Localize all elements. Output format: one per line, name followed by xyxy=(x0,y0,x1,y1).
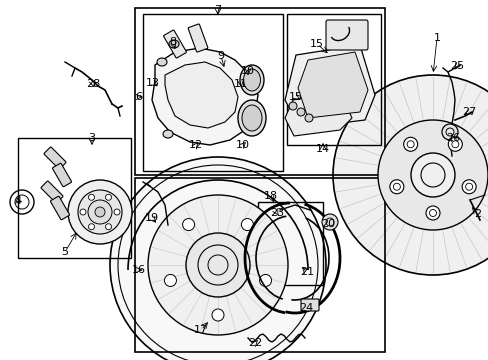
Text: 13: 13 xyxy=(146,78,160,88)
FancyBboxPatch shape xyxy=(52,163,71,187)
Circle shape xyxy=(114,209,120,215)
Polygon shape xyxy=(285,92,351,136)
FancyBboxPatch shape xyxy=(188,24,207,52)
Text: 27: 27 xyxy=(461,107,475,117)
Text: 19: 19 xyxy=(144,213,159,223)
Circle shape xyxy=(164,274,176,287)
FancyBboxPatch shape xyxy=(325,20,367,50)
Circle shape xyxy=(105,224,111,230)
Ellipse shape xyxy=(157,58,167,66)
Text: 17: 17 xyxy=(194,325,207,335)
Text: 22: 22 xyxy=(247,338,262,348)
Text: 5: 5 xyxy=(61,247,68,257)
FancyBboxPatch shape xyxy=(50,196,69,220)
Text: 21: 21 xyxy=(299,267,313,277)
Text: 20: 20 xyxy=(320,219,334,229)
Circle shape xyxy=(461,180,475,194)
Bar xyxy=(135,178,384,352)
Ellipse shape xyxy=(163,130,173,138)
Text: 8: 8 xyxy=(169,37,176,47)
Circle shape xyxy=(288,102,296,110)
Circle shape xyxy=(403,137,417,151)
FancyBboxPatch shape xyxy=(44,147,66,169)
Circle shape xyxy=(321,214,337,230)
Ellipse shape xyxy=(238,100,265,136)
Circle shape xyxy=(447,137,461,151)
Ellipse shape xyxy=(240,65,264,95)
Circle shape xyxy=(110,157,325,360)
Circle shape xyxy=(332,75,488,275)
Circle shape xyxy=(88,224,94,230)
Text: 10: 10 xyxy=(241,66,254,76)
Circle shape xyxy=(377,120,487,230)
Text: 25: 25 xyxy=(449,61,463,71)
Polygon shape xyxy=(297,52,367,118)
Circle shape xyxy=(185,233,249,297)
Text: 24: 24 xyxy=(298,303,312,313)
Circle shape xyxy=(105,194,111,200)
Circle shape xyxy=(389,180,403,194)
Circle shape xyxy=(80,209,86,215)
Circle shape xyxy=(410,153,454,197)
Text: 1: 1 xyxy=(433,33,440,43)
Bar xyxy=(258,202,323,285)
Polygon shape xyxy=(285,45,374,128)
Bar xyxy=(135,8,384,175)
Circle shape xyxy=(88,200,112,224)
Text: 28: 28 xyxy=(86,79,100,89)
Circle shape xyxy=(78,190,122,234)
Bar xyxy=(18,138,131,258)
Circle shape xyxy=(182,219,194,230)
Polygon shape xyxy=(164,62,238,128)
Text: 14: 14 xyxy=(315,144,329,154)
Text: 2: 2 xyxy=(473,209,481,219)
Circle shape xyxy=(425,206,439,220)
Text: 18: 18 xyxy=(264,191,278,201)
Text: 6: 6 xyxy=(135,92,142,102)
Text: 7: 7 xyxy=(214,5,221,15)
Text: 10: 10 xyxy=(236,140,249,150)
Text: 23: 23 xyxy=(269,208,284,218)
Ellipse shape xyxy=(243,69,260,91)
Ellipse shape xyxy=(242,105,262,131)
Circle shape xyxy=(88,194,94,200)
Text: 15: 15 xyxy=(309,39,324,49)
Bar xyxy=(286,14,380,145)
Circle shape xyxy=(296,108,305,116)
Bar xyxy=(142,14,283,171)
Circle shape xyxy=(68,180,132,244)
Circle shape xyxy=(212,309,224,321)
Ellipse shape xyxy=(169,40,179,48)
Text: 16: 16 xyxy=(132,265,146,275)
FancyBboxPatch shape xyxy=(163,30,186,58)
Polygon shape xyxy=(152,48,258,145)
Text: 3: 3 xyxy=(88,133,95,143)
Circle shape xyxy=(259,274,271,287)
Circle shape xyxy=(305,114,312,122)
Circle shape xyxy=(241,219,253,230)
Circle shape xyxy=(148,195,287,335)
FancyBboxPatch shape xyxy=(301,299,318,311)
Text: 9: 9 xyxy=(217,51,224,61)
Text: 4: 4 xyxy=(15,196,21,206)
Circle shape xyxy=(95,207,105,217)
Text: 12: 12 xyxy=(188,140,203,150)
Text: 15: 15 xyxy=(288,92,303,102)
FancyBboxPatch shape xyxy=(41,181,63,203)
Text: 11: 11 xyxy=(234,79,247,89)
Text: 26: 26 xyxy=(445,133,459,143)
